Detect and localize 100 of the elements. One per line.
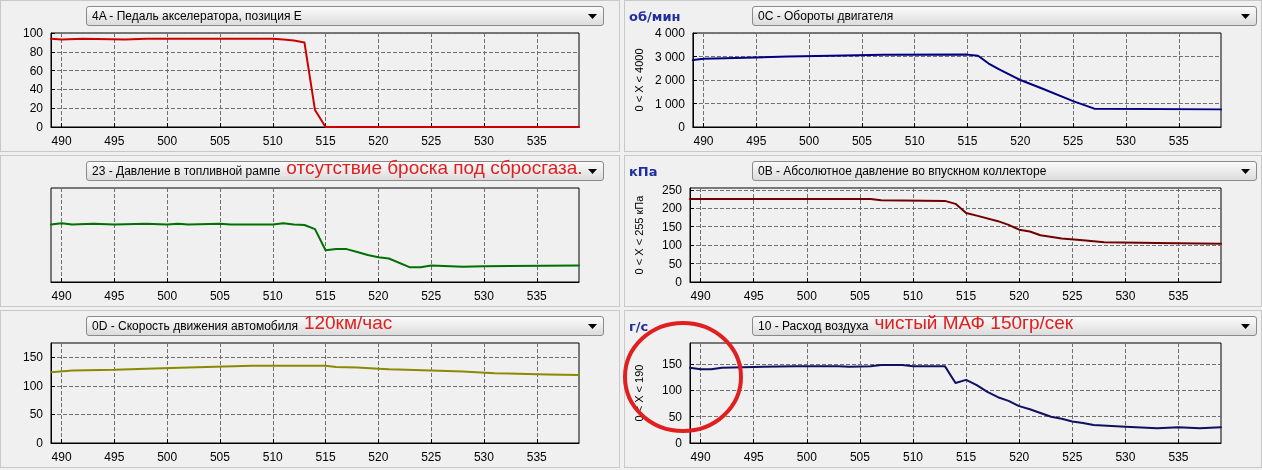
line-series (689, 198, 1222, 245)
y-tick-label: 0 (675, 436, 683, 450)
x-tick-label: 535 (526, 134, 548, 148)
y-tick-label: 0 (36, 120, 44, 134)
x-tick-label: 520 (1010, 134, 1031, 148)
y-tick-label: 50 (668, 409, 683, 424)
x-tick-label: 495 (743, 289, 765, 303)
y-tick-label: 2 000 (654, 73, 686, 87)
x-tick-label: 530 (1115, 134, 1137, 148)
x-tick-label: 525 (1062, 450, 1083, 464)
x-tick-label: 510 (903, 450, 924, 464)
x-tick-label: 510 (262, 450, 284, 464)
chart-title: 4A - Педаль акселератора, позиция E (92, 9, 302, 23)
text: отсутствие броска под сбросгаза. (286, 157, 583, 179)
x-tick-label: 515 (957, 134, 978, 148)
x-tick-label: 515 (315, 134, 336, 148)
x-tick-label: 520 (368, 134, 389, 148)
y-tick-label: 0 (678, 120, 686, 134)
x-tick-label: 490 (51, 289, 72, 303)
x-tick-label: 515 (956, 450, 977, 464)
y-tick-label: 200 (661, 201, 683, 216)
x-tick-label: 530 (473, 450, 495, 464)
line-series (691, 53, 1222, 111)
y-tick-label: 80 (29, 44, 44, 59)
x-tick-label: 510 (262, 134, 284, 148)
y-tick-label: 250 (661, 182, 683, 197)
x-tick-label: 495 (104, 450, 125, 464)
y-tick-label: 60 (29, 63, 44, 78)
x-tick-label: 500 (157, 134, 178, 148)
x-tick-label: 490 (690, 289, 711, 303)
x-tick-label: 500 (157, 450, 178, 464)
y-tick-label: 100 (22, 26, 44, 40)
x-tick-label: 525 (421, 134, 442, 148)
x-tick-label: 530 (1115, 289, 1136, 303)
text: 120км/час (303, 312, 393, 334)
text: чистый МАФ 150гр/сек (874, 312, 1074, 334)
x-tick-label: 490 (690, 450, 711, 464)
x-tick-label: 530 (473, 289, 495, 303)
y-tick-label: 0 (36, 436, 44, 450)
x-tick-label: 525 (1063, 134, 1084, 148)
x-tick-label: 500 (796, 450, 818, 464)
x-tick-label: 505 (849, 289, 871, 303)
x-tick-label: 515 (315, 289, 336, 303)
y-tick-label: 4 000 (654, 26, 686, 40)
x-tick-label: 505 (851, 134, 873, 148)
chart-title: 0C - Обороты двигателя (758, 9, 894, 23)
chart-subtitle: кПа (629, 164, 658, 179)
y-axis-title: 0 < X < 255 кПа (632, 194, 645, 275)
y-tick-label: 100 (661, 238, 683, 253)
y-tick-label: 50 (29, 407, 44, 422)
chart-title: 0D - Скорость движения автомобиля (92, 319, 298, 333)
chart-title: 0B - Абсолютное давление во впускном коллекторе (758, 164, 1047, 178)
chart-title: 10 - Расход воздуха (758, 319, 869, 333)
x-tick-label: 515 (956, 289, 977, 303)
y-tick-label: 0 (675, 275, 683, 289)
x-tick-label: 495 (104, 134, 125, 148)
x-tick-label: 535 (1168, 450, 1189, 464)
x-tick-label: 530 (1115, 450, 1136, 464)
x-tick-label: 490 (51, 134, 72, 148)
x-tick-label: 505 (209, 450, 231, 464)
x-tick-label: 500 (796, 289, 818, 303)
y-tick-label: 100 (661, 383, 683, 398)
x-tick-label: 535 (526, 450, 548, 464)
x-tick-label: 525 (421, 289, 442, 303)
x-tick-label: 495 (746, 134, 767, 148)
y-tick-label: 100 (22, 378, 44, 393)
x-tick-label: 535 (1168, 134, 1190, 148)
x-tick-label: 505 (209, 134, 231, 148)
x-tick-label: 495 (104, 289, 125, 303)
x-tick-label: 520 (368, 450, 389, 464)
x-tick-label: 510 (903, 289, 924, 303)
chart-subtitle: об/мин (629, 9, 681, 24)
y-tick-label: 40 (29, 82, 44, 97)
x-tick-label: 510 (262, 289, 284, 303)
x-tick-label: 490 (51, 450, 72, 464)
x-tick-label: 505 (209, 289, 231, 303)
chart-title: 23 - Давление в топливной рампе (92, 164, 281, 178)
y-tick-label: 150 (661, 219, 683, 234)
x-tick-label: 500 (799, 134, 820, 148)
y-tick-label: 1 000 (654, 96, 686, 111)
line-series (50, 364, 580, 376)
chart-subtitle: г/с (629, 319, 649, 334)
x-tick-label: 525 (421, 450, 442, 464)
x-tick-label: 490 (693, 134, 714, 148)
x-tick-label: 505 (849, 450, 871, 464)
x-tick-label: 495 (743, 450, 765, 464)
x-tick-label: 520 (1009, 450, 1030, 464)
x-tick-label: 510 (904, 134, 926, 148)
x-tick-label: 535 (1168, 289, 1189, 303)
y-tick-label: 50 (668, 256, 683, 271)
y-axis-title: 0 < X < 4000 (632, 48, 645, 112)
x-tick-label: 520 (368, 289, 389, 303)
y-tick-label: 3 000 (654, 49, 686, 64)
y-tick-label: 150 (22, 350, 44, 365)
y-tick-label: 150 (661, 357, 683, 372)
x-tick-label: 530 (473, 134, 495, 148)
x-tick-label: 500 (157, 289, 178, 303)
x-tick-label: 525 (1062, 289, 1083, 303)
x-tick-label: 535 (526, 289, 548, 303)
x-tick-label: 515 (315, 450, 336, 464)
